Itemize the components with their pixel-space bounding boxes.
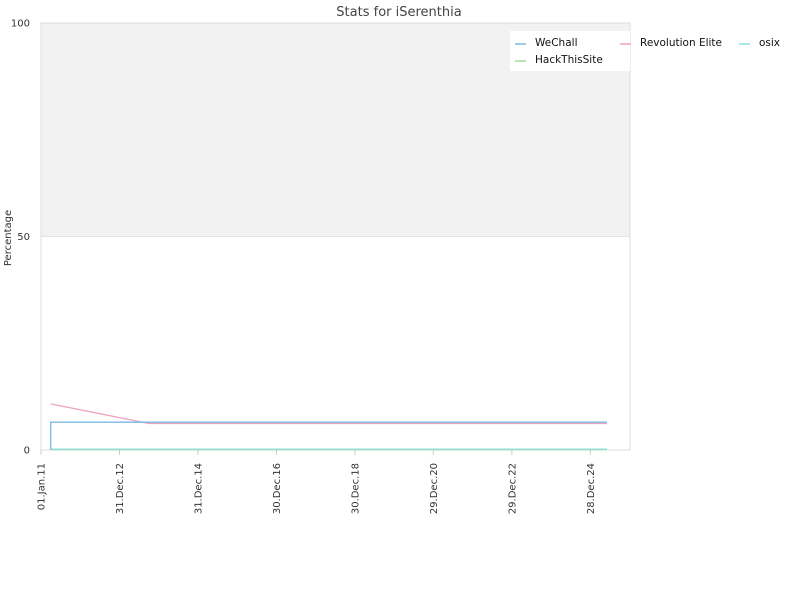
legend: WeChall Revolution Elite osix HackThisSite [510, 31, 780, 71]
y-tick-label: 100 [11, 19, 30, 30]
x-tick-label: 30.Dec.18 [350, 463, 361, 514]
series-line-wechall [50, 421, 607, 450]
y-tick-label: 0 [24, 446, 30, 457]
legend-entry-label: WeChall [535, 37, 577, 49]
y-tick-label: 50 [17, 232, 30, 243]
x-tick-label: 29.Dec.20 [429, 463, 440, 514]
legend-background [510, 31, 630, 71]
x-tick-label: 30.Dec.16 [272, 463, 283, 514]
legend-entry-label: osix [759, 37, 780, 49]
legend-entry-label: Revolution Elite [640, 37, 722, 49]
y-axis-label: Percentage [3, 210, 14, 266]
chart-title: Stats for iSerenthia [336, 5, 461, 20]
plot-area: 0 50 100 01.Jan.11 31.Dec.12 31.Dec.14 30.Dec.… [11, 19, 631, 514]
x-tick-label: 31.Dec.14 [193, 463, 204, 514]
x-tick-label: 29.Dec.22 [507, 463, 518, 514]
series-line-revolution-elite [50, 403, 607, 425]
x-tick-label: 01.Jan.11 [37, 463, 48, 510]
legend-entry-label: HackThisSite [535, 54, 603, 66]
x-tick-label: 28.Dec.24 [586, 463, 597, 514]
x-tick-label: 31.Dec.12 [115, 463, 126, 514]
